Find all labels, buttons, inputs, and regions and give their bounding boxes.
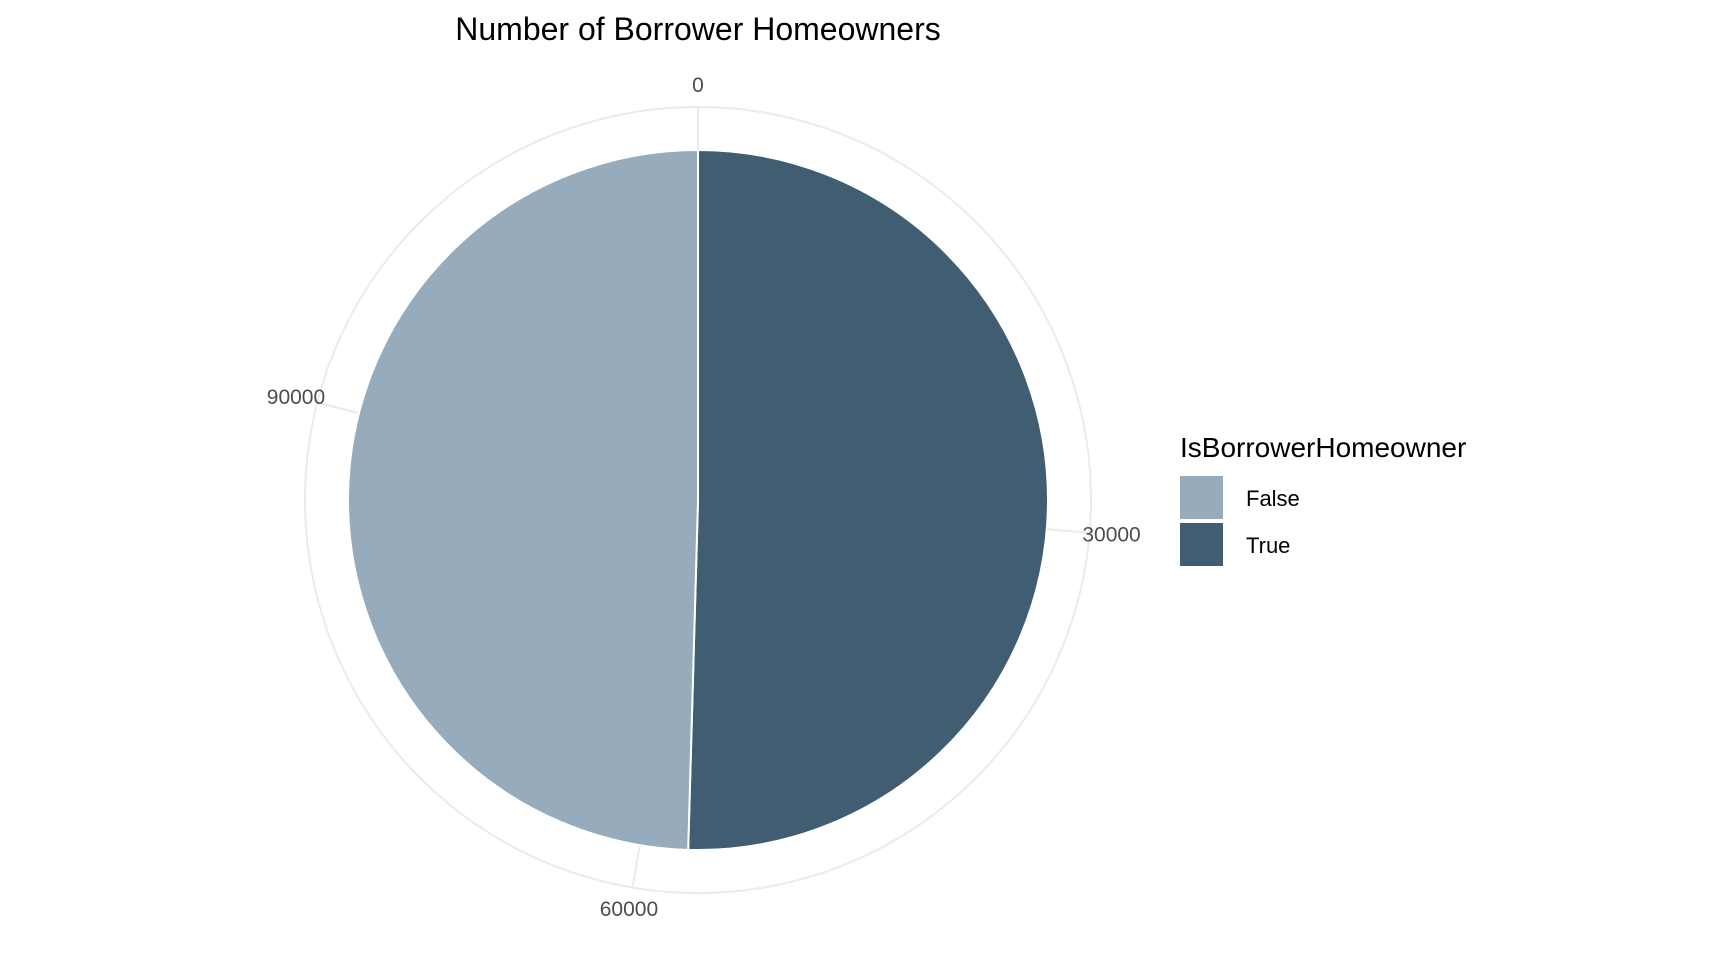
pie-slice-false: [347, 148, 699, 851]
legend-label-true: True: [1246, 533, 1290, 558]
grid-spoke: [317, 401, 360, 415]
angular-tick-labels: 0 30000 60000 90000: [267, 74, 1141, 921]
pie-slices: [347, 148, 1049, 851]
pie-slice-true: [687, 148, 1049, 851]
tick-label: 30000: [1082, 524, 1140, 547]
grid-spoke: [1046, 528, 1090, 534]
legend: IsBorrowerHomeowner False True: [1180, 432, 1466, 566]
chart-title: Number of Borrower Homeowners: [455, 11, 941, 47]
polar-grid: [304, 106, 1092, 894]
legend-swatch-false: [1180, 476, 1223, 519]
tick-label: 60000: [600, 898, 658, 921]
grid-spoke: [631, 844, 641, 888]
legend-title: IsBorrowerHomeowner: [1180, 432, 1466, 463]
tick-label: 90000: [267, 386, 325, 409]
legend-label-false: False: [1246, 486, 1300, 511]
legend-swatch-true: [1180, 523, 1223, 566]
tick-label: 0: [692, 74, 704, 97]
